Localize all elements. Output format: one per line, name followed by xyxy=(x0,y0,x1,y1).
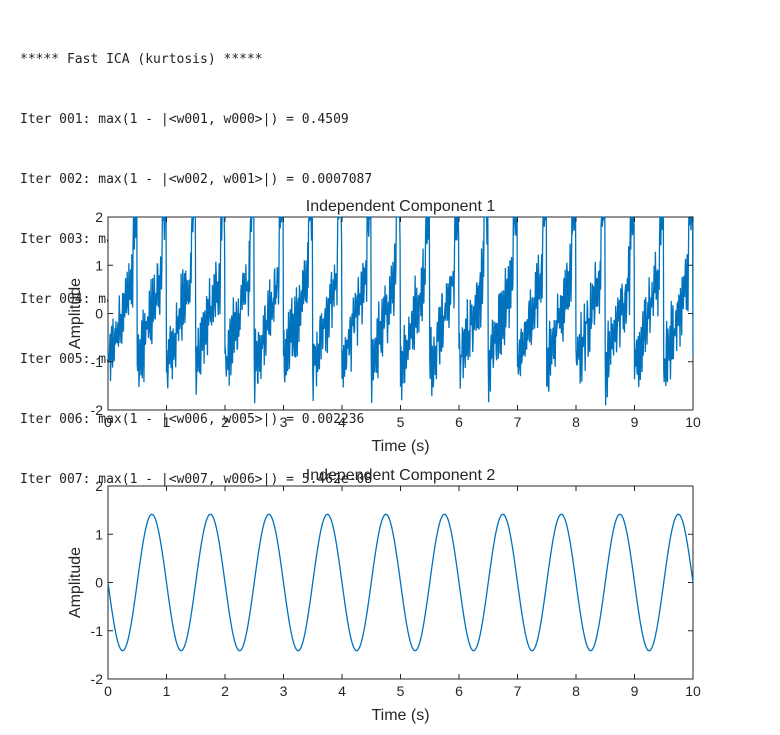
y-tick-label: -1 xyxy=(91,623,104,639)
y-tick-label: 0 xyxy=(95,306,103,322)
y-tick-label: 2 xyxy=(95,478,103,494)
y-axis-label-2: Amplitude xyxy=(67,547,84,618)
console-header: ***** Fast ICA (kurtosis) ***** xyxy=(20,52,263,67)
x-axis-label-1: Time (s) xyxy=(371,438,429,455)
y-tick-label: -1 xyxy=(91,354,104,370)
console-line: Iter 001: max(1 - |<w001, w000>|) = 0.45… xyxy=(20,112,349,127)
x-tick-label: 10 xyxy=(685,414,701,430)
x-tick-label: 0 xyxy=(104,683,112,699)
y-tick-label: -2 xyxy=(91,671,104,687)
console-line: Iter 006: max(1 - |<w006, w005>|) = 0.00… xyxy=(20,412,365,427)
console-line: Iter 002: max(1 - |<w002, w001>|) = 0.00… xyxy=(20,172,373,187)
y-tick-label: 2 xyxy=(95,209,103,225)
console-line: Iter 007: max(1 - |<w007, w006>|) = 5.46… xyxy=(20,472,373,487)
chart-title-1: Independent Component 1 xyxy=(306,198,496,215)
x-tick-label: 6 xyxy=(455,683,463,699)
y-tick-label: 0 xyxy=(95,575,103,591)
y-axis-label-1: Amplitude xyxy=(67,278,84,349)
x-tick-label: 7 xyxy=(514,414,522,430)
y-tick-label: -2 xyxy=(91,402,104,418)
y-tick-label: 1 xyxy=(95,257,103,273)
x-tick-label: 9 xyxy=(631,414,639,430)
chart-title-2: Independent Component 2 xyxy=(306,467,496,484)
x-tick-label: 5 xyxy=(397,414,405,430)
x-tick-label: 2 xyxy=(221,414,229,430)
series-line-1 xyxy=(107,216,694,406)
x-tick-label: 1 xyxy=(163,683,171,699)
x-tick-label: 3 xyxy=(280,683,288,699)
x-tick-label: 2 xyxy=(221,683,229,699)
x-tick-label: 7 xyxy=(514,683,522,699)
x-tick-label: 4 xyxy=(338,414,346,430)
x-axis-label-2: Time (s) xyxy=(371,707,429,724)
x-tick-label: 1 xyxy=(163,414,171,430)
x-tick-label: 5 xyxy=(397,683,405,699)
y-tick-label: 1 xyxy=(95,526,103,542)
x-tick-label: 0 xyxy=(104,414,112,430)
x-tick-label: 10 xyxy=(685,683,701,699)
x-tick-label: 6 xyxy=(455,414,463,430)
x-tick-label: 8 xyxy=(572,683,580,699)
x-tick-label: 9 xyxy=(631,683,639,699)
series-line-2 xyxy=(107,513,694,652)
x-tick-label: 8 xyxy=(572,414,580,430)
x-tick-label: 4 xyxy=(338,683,346,699)
x-tick-label: 3 xyxy=(280,414,288,430)
